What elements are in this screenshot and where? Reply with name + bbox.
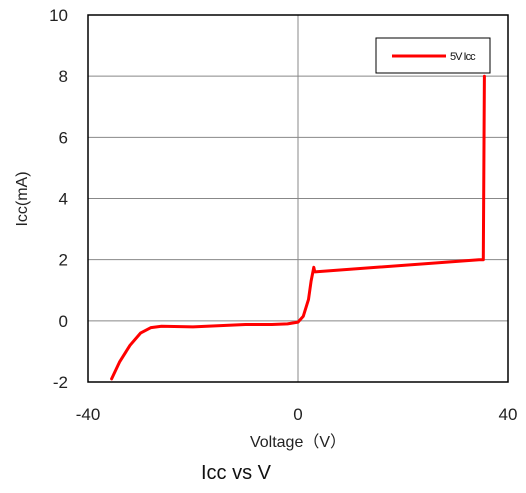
y-tick-label: 6 [59,128,68,147]
x-tick-label: -40 [76,405,101,424]
plot-area-frame [87,14,509,383]
x-axis-label: Voltage（V） [250,433,346,451]
y-tick-label: 0 [59,312,68,331]
legend-label: 5V Icc [450,51,476,63]
y-axis-label: Icc(mA) [14,171,31,226]
chart-caption: Icc vs V [201,462,272,484]
x-tick-label: 0 [293,405,302,424]
series-line-5v-icc [110,74,486,381]
legend: 5V Icc [375,37,491,74]
y-tick-label: 8 [59,67,68,86]
x-tick-labels: -40 0 40 [76,405,518,424]
x-tick-label: 40 [499,405,518,424]
series-group [110,74,486,381]
y-tick-label: -2 [53,373,68,392]
y-tick-labels: -2 0 2 4 6 8 10 [49,6,68,392]
y-tick-label: 2 [59,251,68,270]
y-tick-label: 10 [49,6,68,25]
y-tick-label: 4 [59,190,68,209]
